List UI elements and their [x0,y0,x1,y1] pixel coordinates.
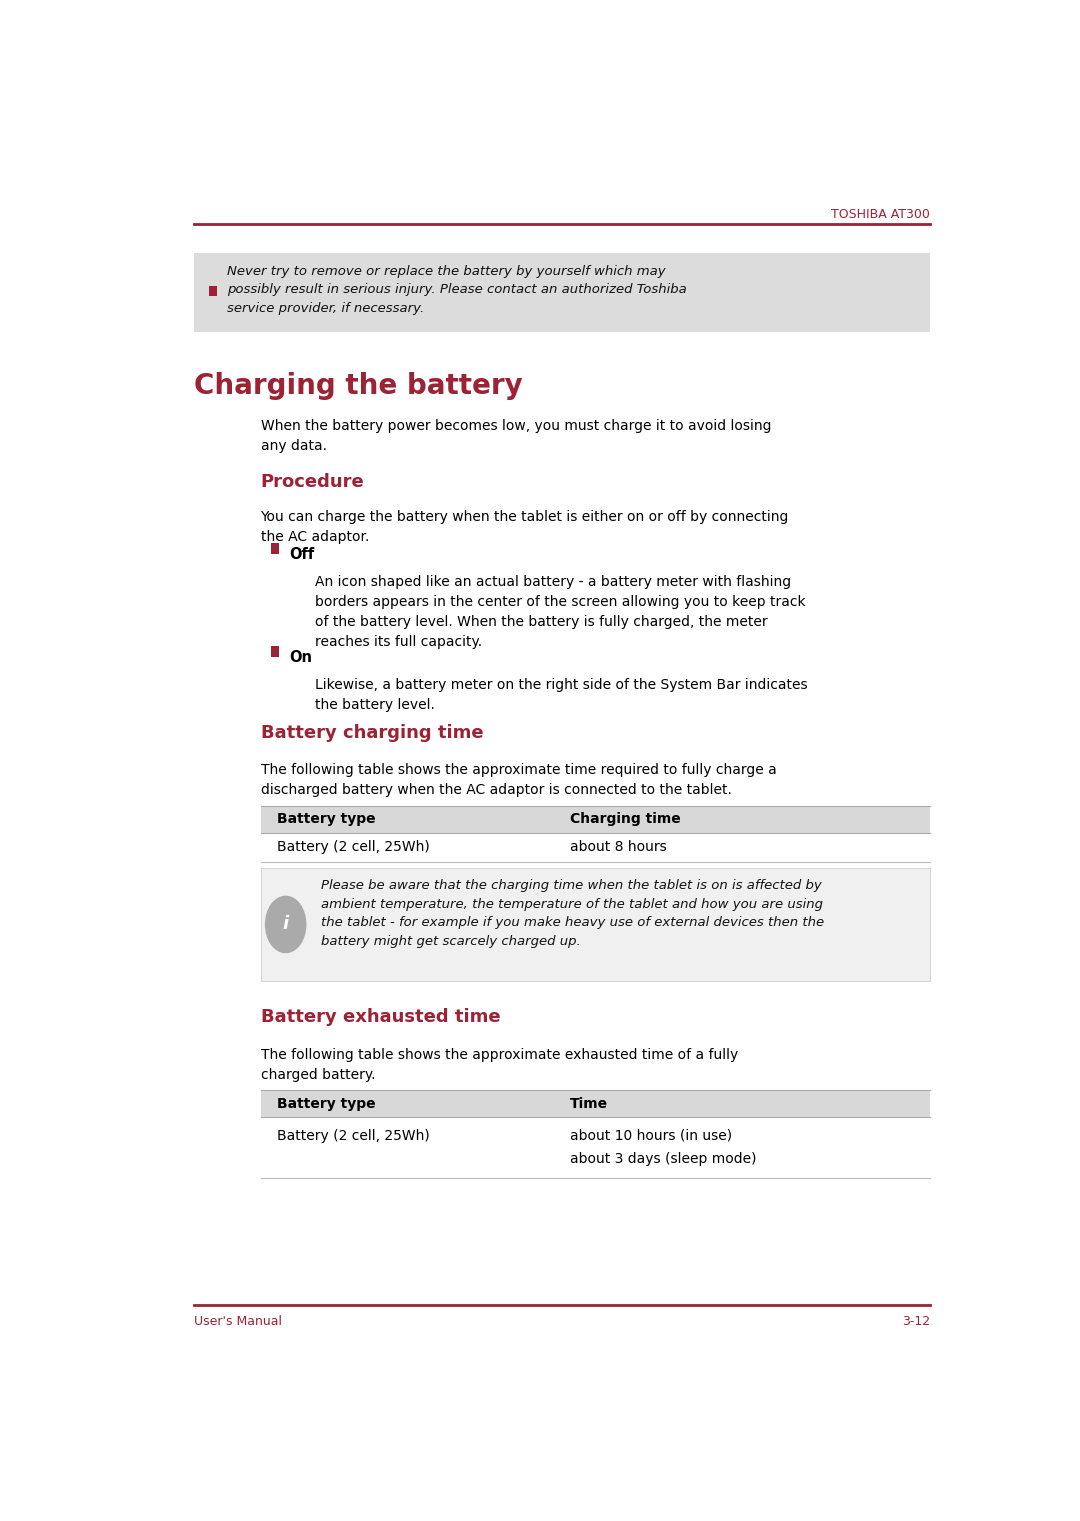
Text: Battery charging time: Battery charging time [260,724,483,742]
Text: The following table shows the approximate time required to fully charge a
discha: The following table shows the approximat… [260,764,777,797]
FancyBboxPatch shape [193,252,930,333]
Circle shape [266,896,306,952]
Text: about 10 hours (in use): about 10 hours (in use) [570,1129,732,1142]
Text: You can charge the battery when the tablet is either on or off by connecting
the: You can charge the battery when the tabl… [260,511,788,545]
Text: Off: Off [289,546,314,561]
Text: 3-12: 3-12 [902,1316,930,1328]
Text: Please be aware that the charging time when the tablet is on is affected by
ambi: Please be aware that the charging time w… [321,879,824,948]
Text: Battery type: Battery type [278,1097,376,1110]
Bar [271,543,279,554]
Text: Charging time: Charging time [570,812,681,826]
Text: about 8 hours: about 8 hours [570,840,667,855]
Text: User's Manual: User's Manual [193,1316,282,1328]
Text: When the battery power becomes low, you must charge it to avoid losing
any data.: When the battery power becomes low, you … [260,420,771,453]
Text: Battery (2 cell, 25Wh): Battery (2 cell, 25Wh) [278,1129,430,1142]
FancyBboxPatch shape [260,1091,930,1116]
Text: Procedure: Procedure [260,473,364,491]
Text: Battery exhausted time: Battery exhausted time [260,1008,500,1027]
FancyBboxPatch shape [260,806,930,832]
Text: Never try to remove or replace the battery by yourself which may
possibly result: Never try to remove or replace the batte… [227,265,687,315]
Text: The following table shows the approximate exhausted time of a fully
charged batt: The following table shows the approximat… [260,1048,738,1081]
Text: Charging the battery: Charging the battery [193,373,523,400]
FancyBboxPatch shape [260,1116,930,1177]
Text: TOSHIBA AT300: TOSHIBA AT300 [832,208,930,221]
FancyBboxPatch shape [260,832,930,862]
Text: Time: Time [570,1097,608,1110]
Text: An icon shaped like an actual battery - a battery meter with flashing
borders ap: An icon shaped like an actual battery - … [315,575,806,649]
Text: On: On [289,649,312,665]
FancyBboxPatch shape [260,867,930,981]
Bar [208,286,217,297]
Text: Battery (2 cell, 25Wh): Battery (2 cell, 25Wh) [278,840,430,855]
Text: Battery type: Battery type [278,812,376,826]
Text: i: i [283,916,288,934]
Text: Likewise, a battery meter on the right side of the System Bar indicates
the batt: Likewise, a battery meter on the right s… [315,678,808,712]
Text: about 3 days (sleep mode): about 3 days (sleep mode) [570,1153,757,1167]
Bar [271,646,279,657]
